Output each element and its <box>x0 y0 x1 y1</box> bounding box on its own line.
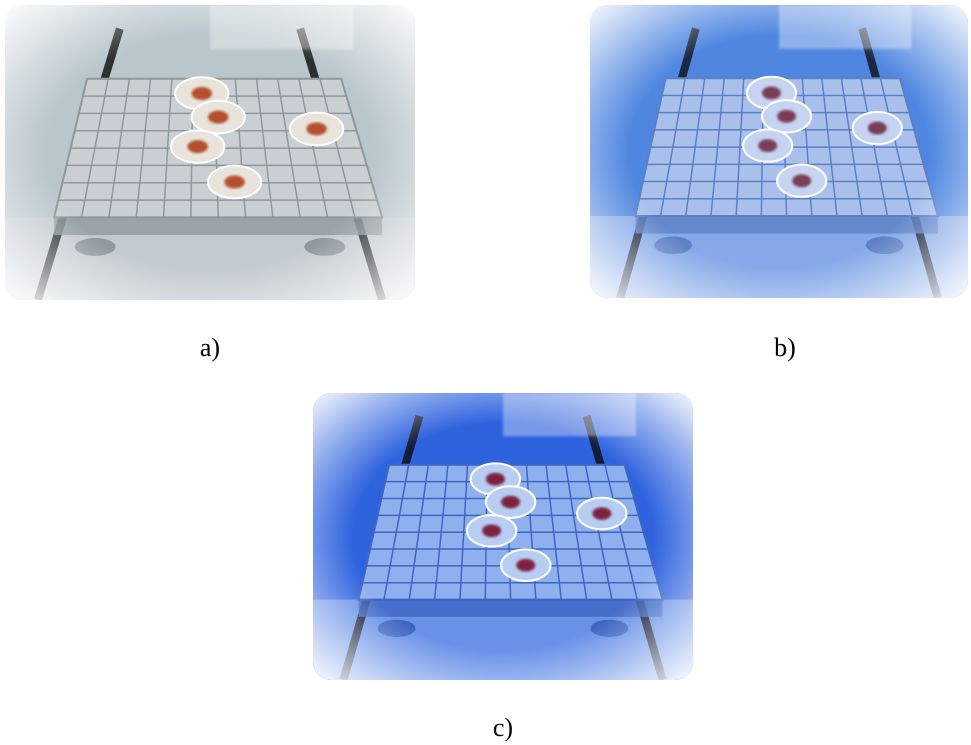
figure: a) b) c) <box>0 0 971 745</box>
photo <box>313 393 693 680</box>
panel-label: a) <box>200 333 220 362</box>
photo-content <box>590 5 968 298</box>
vignette <box>313 393 693 680</box>
panel-label: c) <box>493 713 513 742</box>
photo-content <box>313 393 693 680</box>
photo-content <box>5 5 415 300</box>
photo <box>590 5 968 298</box>
panel-label: b) <box>774 333 796 362</box>
photo <box>5 5 415 300</box>
vignette <box>590 5 968 298</box>
vignette <box>5 5 415 300</box>
